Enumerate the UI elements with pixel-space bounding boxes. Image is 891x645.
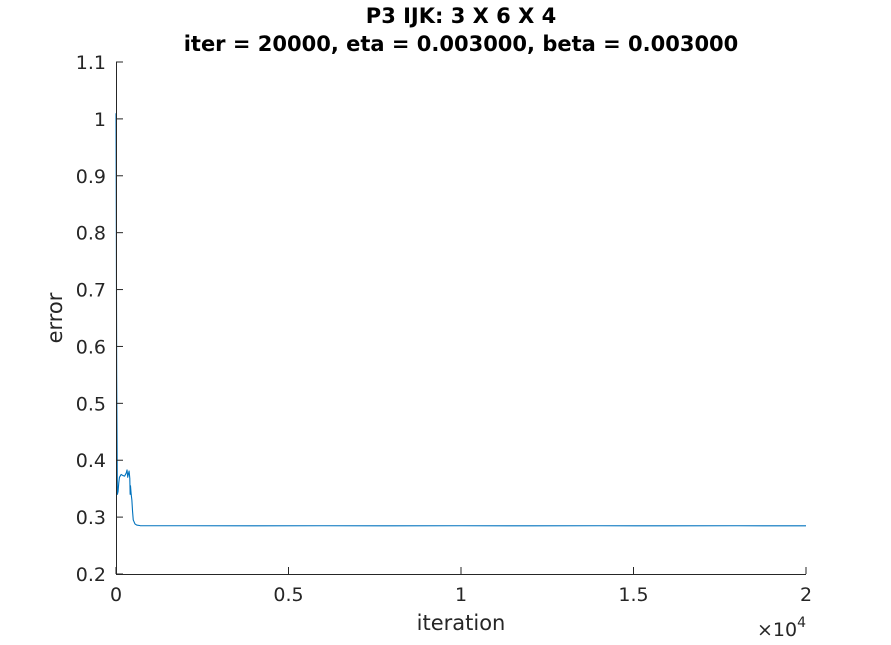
y-tick-label: 0.4 [76, 450, 106, 472]
y-axis-label: error [43, 292, 67, 343]
x-ticks: 0 0.5 1 1.5 2 [110, 567, 812, 606]
x-axis-multiplier: ×104 [757, 615, 806, 641]
x-axis-multiplier-base: ×10 [757, 619, 797, 641]
y-ticks: 0.2 0.3 0.4 0.5 0.6 0.7 0.8 0.9 1 1.1 [76, 52, 123, 586]
x-tick-label: 0.5 [273, 584, 303, 606]
x-tick-label: 1 [455, 584, 467, 606]
series-line [115, 113, 807, 527]
y-tick-label: 0.8 [76, 223, 106, 245]
x-axis-label: iteration [417, 611, 506, 635]
chart-subtitle: iter = 20000, eta = 0.003000, beta = 0.0… [184, 32, 739, 56]
x-tick-label: 0 [110, 584, 122, 606]
y-tick-label: 1 [94, 109, 106, 131]
x-axis-multiplier-exponent: 4 [797, 615, 806, 631]
x-tick-label: 2 [800, 584, 812, 606]
plot-background [116, 62, 806, 574]
plot-area: 0 0.5 1 1.5 2 0.2 0.3 0.4 0.5 0.6 0.7 0.8 0.9 1 1.1 [76, 52, 812, 606]
y-tick-label: 1.1 [76, 52, 106, 74]
chart-title: P3 IJK: 3 X 6 X 4 [366, 4, 556, 28]
y-tick-label: 0.3 [76, 507, 106, 529]
y-tick-label: 0.5 [76, 393, 106, 415]
y-tick-label: 0.2 [76, 564, 106, 586]
y-tick-label: 0.6 [76, 336, 106, 358]
y-tick-label: 0.9 [76, 166, 106, 188]
x-tick-label: 1.5 [618, 584, 648, 606]
y-tick-label: 0.7 [76, 280, 106, 302]
